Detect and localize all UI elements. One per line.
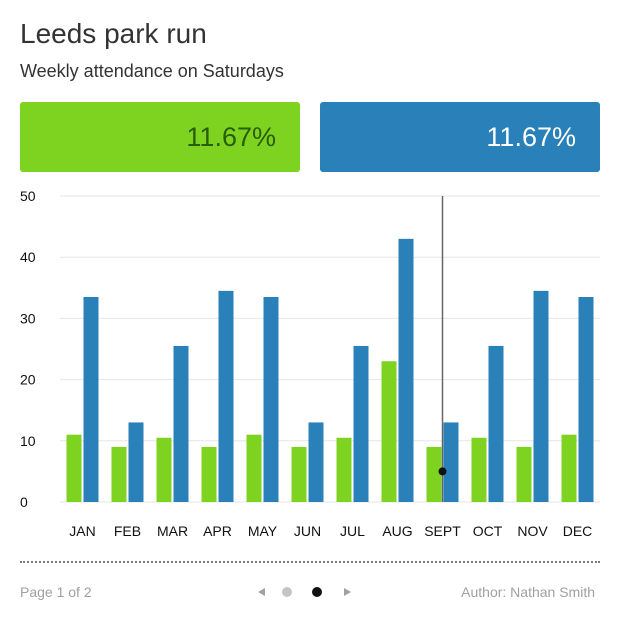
bar-blue [308,422,324,502]
x-tick-label: JUL [340,523,365,539]
bar-green [246,434,262,502]
bar-green [471,437,487,502]
chart-subtitle: Weekly attendance on Saturdays [20,61,284,81]
blue-stat-box: 11.67% [320,102,600,172]
chart-title: Leeds park run [20,18,207,49]
bar-green [426,446,442,502]
page-indicator: Page 1 of 2 [20,584,92,600]
x-tick-label: JUN [294,523,321,539]
bar-blue [488,345,504,502]
hover-marker [438,467,447,476]
y-tick-label: 10 [20,433,36,449]
y-tick-label: 50 [20,188,36,204]
bar-blue [533,290,549,502]
y-tick-label: 40 [20,249,36,265]
x-tick-label: OCT [473,523,503,539]
chevron-left-icon[interactable] [258,588,265,596]
bar-blue [218,290,234,502]
x-tick-label: JAN [69,523,95,539]
green-stat-value: 11.67% [186,121,276,152]
green-stat-box: 11.67% [20,102,300,172]
bar-green [516,446,532,502]
bar-green [561,434,577,502]
author-label: Author: Nathan Smith [461,584,595,600]
bar-blue [263,296,279,502]
bar-blue [353,345,369,502]
chevron-right-icon[interactable] [344,588,351,596]
bar-blue [578,296,594,502]
x-tick-label: NOV [517,523,548,539]
bar-chart: 0 10 20 30 40 50 JAN FEB MAR APR MAY JUN JUL AUG SEPT O… [20,188,600,539]
pager-dot-page-1[interactable] [282,587,292,597]
y-tick-label: 30 [20,310,36,326]
x-tick-label: AUG [382,523,412,539]
y-tick-label: 0 [20,494,28,510]
bar-green [381,361,397,502]
bar-blue [443,422,459,502]
bar-blue [173,345,189,502]
bar-blue [83,296,99,502]
bar-green [111,446,127,502]
y-tick-label: 20 [20,372,36,388]
footer-divider [20,561,600,563]
pager [258,583,351,601]
x-tick-label: MAR [157,523,188,539]
x-tick-label: MAY [248,523,278,539]
bar-green [291,446,307,502]
bar-green [66,434,82,502]
bar-green [201,446,217,502]
bar-green [156,437,172,502]
bar-blue [398,238,414,502]
bar-green [336,437,352,502]
x-tick-label: APR [203,523,232,539]
x-tick-label: DEC [563,523,593,539]
x-tick-label: SEPT [424,523,461,539]
x-tick-label: FEB [114,523,141,539]
pager-dot-page-2[interactable] [312,587,322,597]
blue-stat-value: 11.67% [486,121,576,152]
bar-blue [128,422,144,502]
